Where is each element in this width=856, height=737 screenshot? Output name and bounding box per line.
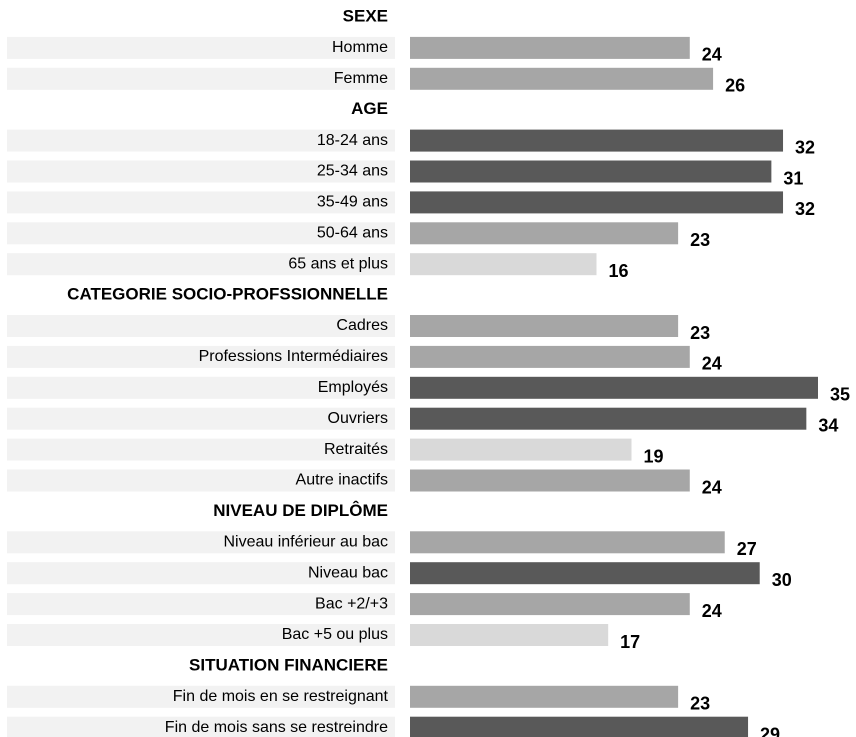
value-label: 24 [702,354,722,374]
bar [410,129,784,152]
category-label: Homme [332,39,388,56]
bar [410,624,609,646]
value-label: 29 [760,724,780,737]
value-label: 16 [609,261,629,281]
bar [410,67,714,90]
group-header: CATEGORIE SOCIO-PROFSSIONNELLE [67,285,388,304]
category-label: Femme [334,70,388,87]
category-label: Retraités [324,441,388,458]
category-label: Employés [318,379,388,396]
value-label: 32 [795,199,815,219]
bar [410,36,690,59]
row-background [7,716,395,737]
bar [410,469,690,492]
category-label: Fin de mois en se restreignant [173,688,389,705]
row-background [7,67,395,90]
category-label: Cadres [336,317,388,334]
group-header: SEXE [343,6,388,25]
bar [410,191,784,214]
value-label: 31 [783,168,803,188]
row-background [7,129,395,152]
value-label: 19 [643,446,663,466]
value-label: 23 [690,230,710,250]
value-label: 24 [702,45,722,65]
value-label: 27 [737,539,757,559]
group-header: NIVEAU DE DIPLÔME [213,501,388,520]
row-background [7,685,395,708]
row-background [7,624,395,646]
value-label: 34 [818,415,838,435]
row-background [7,438,395,461]
value-label: 23 [690,694,710,714]
row-background [7,160,395,183]
row-background [7,191,395,214]
value-label: 30 [772,570,792,590]
value-label: 24 [702,477,722,497]
category-label: 18-24 ans [317,132,388,149]
bar [410,716,749,737]
bar [410,593,690,616]
bar [410,345,690,368]
row-background [7,407,395,430]
value-label: 17 [620,632,640,652]
bar [410,531,725,554]
bar [410,315,679,337]
row-background [7,315,395,337]
category-label: Bac +2/+3 [315,595,388,612]
row-background [7,345,395,368]
category-label: Professions Intermédiaires [199,348,388,365]
row-background [7,562,395,585]
category-label: Bac +5 ou plus [282,626,388,643]
row-background [7,222,395,245]
value-label: 32 [795,137,815,157]
group-header: AGE [351,99,388,118]
bar [410,376,818,399]
category-label: 25-34 ans [317,163,388,180]
row-background [7,253,395,276]
bar [410,407,807,430]
category-label: Niveau inférieur au bac [223,534,388,551]
category-label: Autre inactifs [296,472,388,489]
bar [410,253,597,276]
row-background [7,376,395,399]
row-background [7,36,395,59]
category-label: Niveau bac [308,564,388,581]
value-label: 24 [702,601,722,621]
bar [410,160,772,183]
bar [410,438,632,461]
value-label: 35 [830,385,850,405]
group-header: SITUATION FINANCIERE [189,655,388,674]
bar [410,685,679,708]
category-label: Fin de mois sans se restreindre [165,719,388,736]
category-label: 35-49 ans [317,194,388,211]
category-label: 65 ans et plus [288,255,388,272]
row-background [7,531,395,554]
row-background [7,469,395,492]
value-label: 23 [690,323,710,343]
row-background [7,593,395,616]
category-label: 50-64 ans [317,225,388,242]
bar [410,562,760,585]
bar [410,222,679,245]
category-label: Ouvriers [328,410,388,427]
value-label: 26 [725,76,745,96]
